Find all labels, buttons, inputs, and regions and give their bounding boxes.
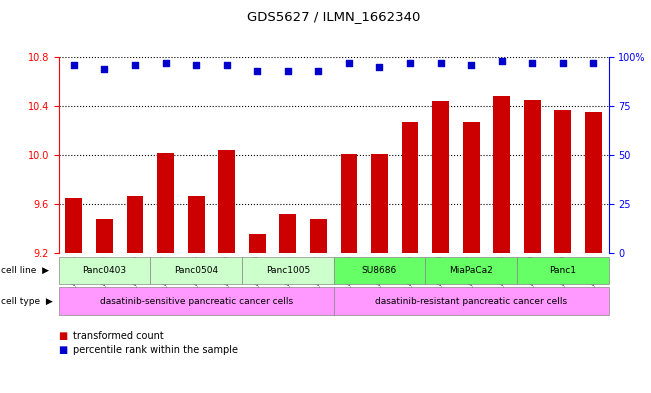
Text: transformed count: transformed count — [73, 331, 163, 342]
Point — [252, 68, 262, 74]
Point — [589, 60, 599, 66]
Point — [497, 58, 507, 64]
Bar — [340, 154, 357, 393]
Point — [466, 62, 477, 68]
Point — [405, 60, 415, 66]
Text: dasatinib-resistant pancreatic cancer cells: dasatinib-resistant pancreatic cancer ce… — [375, 297, 567, 305]
Point — [160, 60, 171, 66]
Point — [558, 60, 568, 66]
Bar — [157, 153, 174, 393]
Text: GDS5627 / ILMN_1662340: GDS5627 / ILMN_1662340 — [247, 10, 421, 23]
Text: ■: ■ — [59, 331, 68, 342]
Bar — [585, 112, 602, 393]
Text: Panc1005: Panc1005 — [266, 266, 310, 275]
Bar — [432, 101, 449, 393]
Bar — [187, 196, 204, 393]
Point — [99, 66, 109, 72]
Bar — [555, 110, 571, 393]
Text: dasatinib-sensitive pancreatic cancer cells: dasatinib-sensitive pancreatic cancer ce… — [100, 297, 293, 305]
Text: MiaPaCa2: MiaPaCa2 — [449, 266, 493, 275]
Point — [374, 64, 385, 70]
Point — [130, 62, 140, 68]
Bar — [218, 151, 235, 393]
Bar — [524, 100, 541, 393]
Text: percentile rank within the sample: percentile rank within the sample — [73, 345, 238, 355]
Text: cell type  ▶: cell type ▶ — [1, 297, 53, 305]
Bar — [66, 198, 82, 393]
Text: Panc0504: Panc0504 — [174, 266, 218, 275]
Text: cell line  ▶: cell line ▶ — [1, 266, 49, 275]
Bar — [279, 214, 296, 393]
Bar — [371, 154, 388, 393]
Bar — [126, 196, 143, 393]
Point — [191, 62, 201, 68]
Point — [313, 68, 324, 74]
Point — [283, 68, 293, 74]
Text: Panc1: Panc1 — [549, 266, 576, 275]
Point — [436, 60, 446, 66]
Point — [68, 62, 79, 68]
Point — [221, 62, 232, 68]
Bar — [96, 219, 113, 393]
Bar — [310, 219, 327, 393]
Text: ■: ■ — [59, 345, 68, 355]
Bar — [249, 234, 266, 393]
Bar — [493, 96, 510, 393]
Point — [344, 60, 354, 66]
Text: SU8686: SU8686 — [362, 266, 397, 275]
Text: Panc0403: Panc0403 — [83, 266, 126, 275]
Point — [527, 60, 538, 66]
Bar — [402, 122, 419, 393]
Bar — [463, 122, 480, 393]
